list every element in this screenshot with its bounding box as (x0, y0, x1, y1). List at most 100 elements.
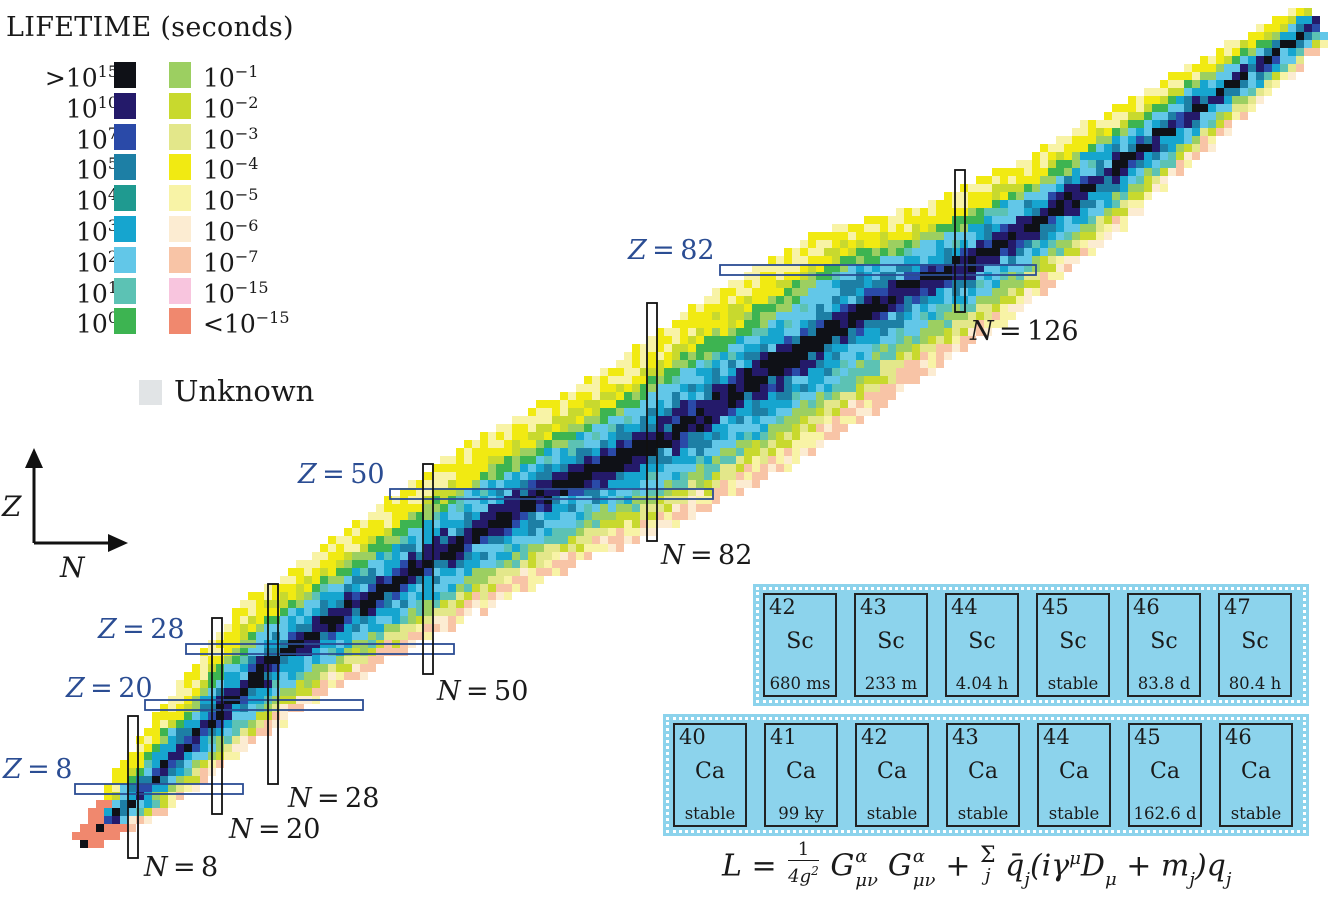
nuclide-cell (88, 808, 96, 816)
nuclide-cell (536, 408, 544, 416)
nuclide-cell (568, 424, 576, 432)
nuclide-cell (712, 448, 720, 456)
nuclide-cell (984, 320, 992, 328)
nuclide-cell (120, 792, 128, 800)
nuclide-cell (624, 456, 632, 464)
nuclide-cell (1176, 136, 1184, 144)
nuclide-cell (856, 296, 864, 304)
nuclide-cell (624, 384, 632, 392)
nuclide-cell (856, 384, 864, 392)
nuclide-cell (576, 432, 584, 440)
nuclide-cell (944, 320, 952, 328)
legend-label-left-5: 103 (76, 216, 118, 247)
nuclide-cell (760, 280, 768, 288)
nuclide-cell (832, 408, 840, 416)
nuclide-cell (800, 336, 808, 344)
nuclide-cell (648, 512, 656, 520)
nuclide-cell (248, 624, 256, 632)
nuclide-cell (1088, 216, 1096, 224)
nuclide-cell (704, 416, 712, 424)
nuclide-cell (1296, 8, 1304, 16)
nuclide-cell (288, 616, 296, 624)
nuclide-cell (784, 288, 792, 296)
nuclide-cell (496, 544, 504, 552)
nuclide-cell (1024, 176, 1032, 184)
nuclide-cell (776, 400, 784, 408)
nuclide-cell (728, 376, 736, 384)
nuclide-cell (1000, 296, 1008, 304)
nuclide-cell (808, 336, 816, 344)
nuclide-cell (240, 616, 248, 624)
nuclide-cell (848, 248, 856, 256)
nuclide-cell (808, 256, 816, 264)
nuclide-cell (944, 232, 952, 240)
nuclide-cell (624, 432, 632, 440)
nuclide-cell (1256, 96, 1264, 104)
nuclide-cell (232, 720, 240, 728)
nuclide-cell (944, 248, 952, 256)
nuclide-cell (896, 240, 904, 248)
nuclide-cell (856, 320, 864, 328)
nuclide-cell (848, 240, 856, 248)
nuclide-cell (816, 336, 824, 344)
nuclide-cell (1256, 32, 1264, 40)
nuclide-cell (856, 344, 864, 352)
nuclide-cell (712, 432, 720, 440)
nuclide-cell (832, 400, 840, 408)
scandium-card: 45 Sc stable (1036, 593, 1110, 697)
nuclide-cell (992, 192, 1000, 200)
nuclide-cell (192, 664, 200, 672)
nuclide-cell (680, 456, 688, 464)
nuclide-cell (200, 760, 208, 768)
nuclide-cell (896, 272, 904, 280)
nuclide-cell (528, 568, 536, 576)
nuclide-cell (160, 744, 168, 752)
nuclide-cell (1200, 144, 1208, 152)
nuclide-cell (640, 520, 648, 528)
nuclide-cell (176, 784, 184, 792)
nuclide-cell (136, 736, 144, 744)
nuclide-cell (512, 480, 520, 488)
nuclide-cell (760, 304, 768, 312)
nuclide-cell (304, 560, 312, 568)
nuclide-cell (328, 624, 336, 632)
nuclide-cell (792, 328, 800, 336)
nuclide-cell (1208, 88, 1216, 96)
nuclide-cell (312, 552, 320, 560)
nuclide-cell (624, 496, 632, 504)
nuclide-cell (928, 296, 936, 304)
nuclide-cell (376, 512, 384, 520)
nuclide-cell (512, 560, 520, 568)
nuclide-cell (336, 632, 344, 640)
nuclide-cell (568, 456, 576, 464)
nuclide-cell (792, 344, 800, 352)
nuclide-cell (912, 328, 920, 336)
nuclide-cell (520, 536, 528, 544)
nuclide-cell (848, 288, 856, 296)
nuclide-cell (584, 400, 592, 408)
nuclide-cell (336, 544, 344, 552)
nuclide-cell (968, 184, 976, 192)
nuclide-cell (912, 320, 920, 328)
nuclide-cell (312, 576, 320, 584)
nuclide-cell (848, 280, 856, 288)
nuclide-cell (96, 816, 104, 824)
nuclide-cell (600, 520, 608, 528)
nuclide-cell (424, 552, 432, 560)
nuclide-cell (1032, 200, 1040, 208)
nuclide-cell (768, 344, 776, 352)
nuclide-cell (408, 576, 416, 584)
nuclide-cell (744, 400, 752, 408)
nuclide-cell (1192, 128, 1200, 136)
nuclide-cell (560, 512, 568, 520)
nuclide-cell (984, 200, 992, 208)
nuclide-cell (232, 752, 240, 760)
nuclide-cell (336, 608, 344, 616)
nuclide-cell (672, 440, 680, 448)
nuclide-cell (1296, 24, 1304, 32)
nuclide-cell (584, 536, 592, 544)
nuclide-cell (1304, 32, 1312, 40)
nuclide-cell (376, 632, 384, 640)
nuclide-cell (280, 664, 288, 672)
nuclide-cell (736, 312, 744, 320)
